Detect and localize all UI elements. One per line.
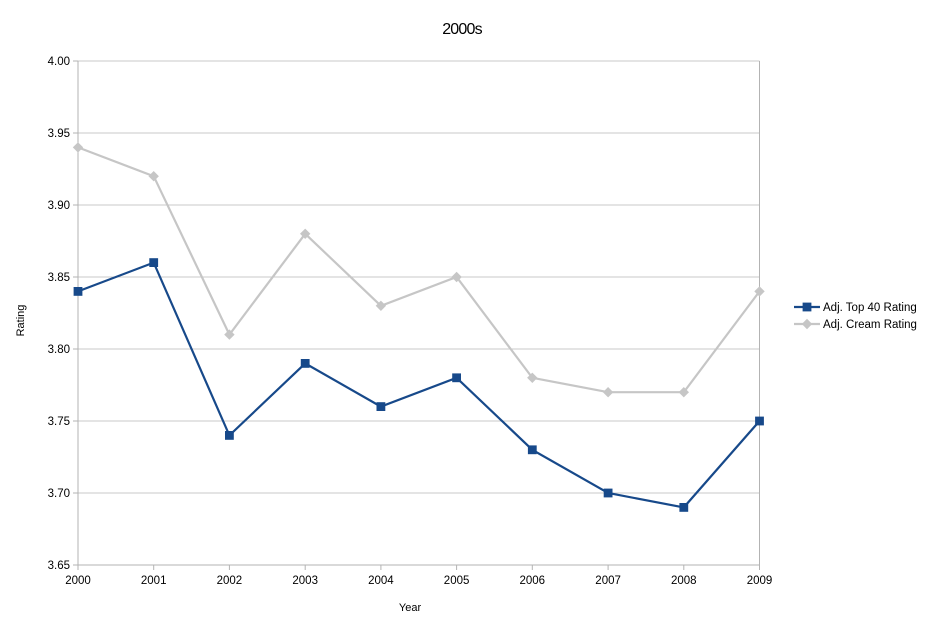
svg-text:Rating: Rating xyxy=(15,305,27,337)
svg-text:2006: 2006 xyxy=(520,575,546,587)
svg-text:2007: 2007 xyxy=(595,575,621,587)
svg-text:2001: 2001 xyxy=(141,575,167,587)
svg-text:Year: Year xyxy=(399,602,422,614)
svg-text:3.75: 3.75 xyxy=(48,416,70,428)
svg-text:3.65: 3.65 xyxy=(48,560,70,572)
svg-text:2008: 2008 xyxy=(671,575,697,587)
svg-text:2009: 2009 xyxy=(747,575,773,587)
svg-text:2000: 2000 xyxy=(65,575,91,587)
svg-text:Adj. Top 40 Rating: Adj. Top 40 Rating xyxy=(823,302,917,314)
svg-text:Adj. Cream Rating: Adj. Cream Rating xyxy=(823,319,917,331)
svg-text:3.90: 3.90 xyxy=(48,200,70,212)
svg-text:2003: 2003 xyxy=(292,575,318,587)
svg-text:3.70: 3.70 xyxy=(48,488,70,500)
svg-text:4.00: 4.00 xyxy=(48,56,70,68)
svg-text:2000s: 2000s xyxy=(442,21,482,38)
svg-text:2005: 2005 xyxy=(444,575,470,587)
svg-text:2002: 2002 xyxy=(217,575,243,587)
svg-text:2004: 2004 xyxy=(368,575,394,587)
svg-text:3.95: 3.95 xyxy=(48,128,70,140)
svg-text:3.85: 3.85 xyxy=(48,272,70,284)
svg-text:3.80: 3.80 xyxy=(48,344,70,356)
